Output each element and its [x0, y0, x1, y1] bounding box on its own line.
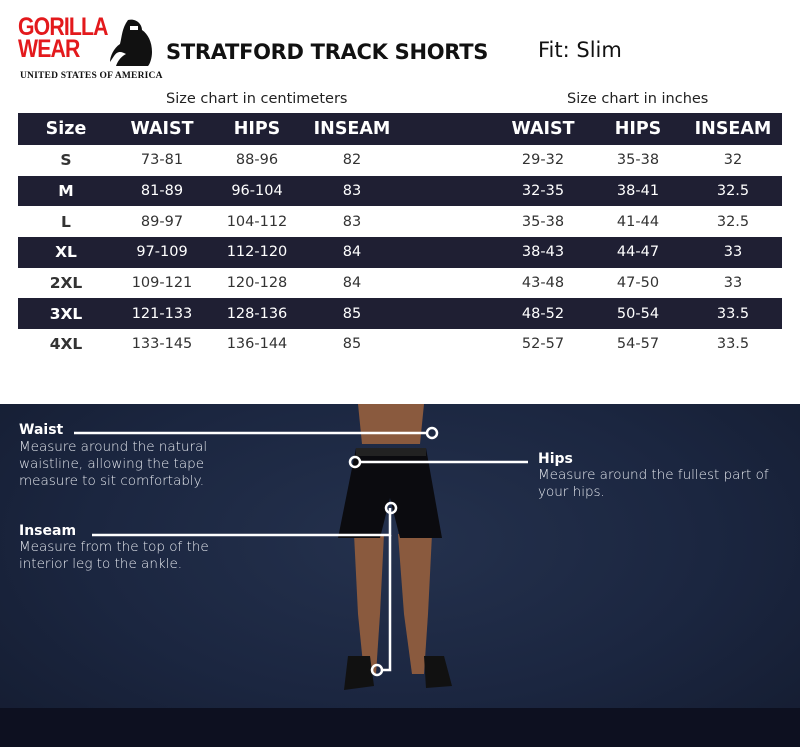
brand-logo: GORILLA WEAR	[18, 13, 158, 82]
shorts	[338, 448, 442, 538]
fit-label: Fit: Slim	[538, 38, 622, 62]
cell-inseam: 84	[342, 275, 362, 292]
cell-hips: 128-136	[226, 305, 288, 322]
page-title: STRATFORD TRACK SHORTS	[166, 40, 489, 64]
cell-waist-in: 38-43	[521, 244, 565, 261]
cell-size: M	[58, 182, 74, 201]
cell-inseam: 83	[342, 213, 362, 230]
cell-waist-in: 32-35	[521, 183, 565, 200]
logo-subtitle: UNITED STATES OF AMERICA	[20, 71, 163, 81]
cell-inseam-in: 33	[723, 275, 743, 292]
cell-inseam-in: 33.5	[716, 336, 750, 353]
cell-hips: 120-128	[226, 275, 288, 292]
cell-hips: HIPS	[233, 119, 281, 139]
cell-hips-in: 54-57	[616, 336, 660, 353]
table-header: Size WAIST HIPS INSEAM WAIST HIPS INSEAM	[18, 113, 782, 145]
cell-inseam-in: INSEAM	[694, 119, 772, 139]
shoes	[344, 656, 452, 690]
cell-waist: 133-145	[131, 336, 193, 353]
table-row: 4XL 133-145 136-144 85 52-57 54-57 33.5	[18, 329, 782, 360]
cell-hips-in: HIPS	[614, 119, 662, 139]
cell-hips-in: 47-50	[616, 275, 660, 292]
cell-hips: 104-112	[226, 213, 288, 230]
cell-inseam: 82	[342, 152, 362, 169]
gorilla-icon	[110, 19, 152, 66]
measure-lines	[74, 426, 528, 677]
table-row: M 81-89 96-104 83 32-35 38-41 32.5	[18, 175, 782, 207]
table-row: L 89-97 104-112 83 35-38 41-44 32.5	[18, 206, 782, 237]
cell-inseam: 85	[342, 336, 362, 353]
model-body	[354, 404, 432, 674]
cell-inseam: 85	[342, 305, 362, 322]
cell-size: 2XL	[49, 274, 83, 293]
cell-hips: 136-144	[226, 336, 288, 353]
cell-waist-in: 52-57	[521, 336, 565, 353]
hips-desc: Measure around the fullest part of your …	[538, 467, 769, 500]
inseam-desc: Measure from the top of the interior leg…	[19, 539, 209, 572]
cell-hips: 96-104	[231, 183, 283, 200]
cell-inseam: INSEAM	[313, 119, 391, 139]
size-table: Size WAIST HIPS INSEAM WAIST HIPS INSEAM S 73-81…	[18, 113, 782, 360]
cell-waist-in: 43-48	[521, 275, 565, 292]
logo-word-1: GORILLA	[18, 13, 109, 41]
cell-waist: 109-121	[131, 275, 193, 292]
cell-inseam: 83	[342, 183, 362, 200]
model-figure	[74, 404, 528, 690]
cell-waist-in: 48-52	[521, 305, 565, 322]
cell-size: S	[60, 151, 72, 170]
cell-hips-in: 50-54	[616, 305, 660, 322]
cell-waist: WAIST	[130, 119, 194, 139]
hips-label: Hips	[538, 451, 573, 467]
inch-caption: Size chart in inches	[567, 91, 709, 107]
cell-waist: 89-97	[140, 213, 184, 230]
cell-waist-in: 35-38	[521, 213, 565, 230]
cell-hips-in: 44-47	[616, 244, 660, 261]
cell-waist-in: 29-32	[521, 152, 565, 169]
cell-size: Size	[45, 119, 87, 139]
cell-size: XL	[55, 243, 77, 262]
cell-waist-in: WAIST	[511, 119, 575, 139]
measure-guide-panel: Waist Measure around the natural waistli…	[0, 404, 800, 747]
cell-hips: 88-96	[235, 152, 279, 169]
cell-hips: 112-120	[226, 244, 288, 261]
inseam-label: Inseam	[19, 523, 77, 539]
cell-inseam-in: 32.5	[716, 213, 750, 230]
cell-inseam-in: 32.5	[716, 183, 750, 200]
cell-hips-in: 38-41	[616, 183, 660, 200]
cell-size: 4XL	[49, 335, 83, 354]
cell-inseam-in: 33.5	[716, 305, 750, 322]
cell-inseam-in: 32	[723, 152, 743, 169]
table-row: S 73-81 88-96 82 29-32 35-38 32	[18, 145, 782, 176]
cell-inseam-in: 33	[723, 244, 743, 261]
cell-waist: 73-81	[140, 152, 184, 169]
footer-strip	[0, 708, 800, 747]
cell-hips-in: 41-44	[616, 213, 660, 230]
cell-size: L	[61, 212, 71, 231]
cell-size: 3XL	[49, 304, 83, 323]
logo-word-2: WEAR	[18, 35, 80, 63]
waist-desc: Measure around the natural waistline, al…	[19, 439, 208, 489]
cell-hips-in: 35-38	[616, 152, 660, 169]
table-row: XL 97-109 112-120 84 38-43 44-47 33	[18, 237, 782, 268]
cm-caption: Size chart in centimeters	[166, 91, 348, 107]
cell-waist: 121-133	[131, 305, 193, 322]
cell-inseam: 84	[342, 244, 362, 261]
table-row: 3XL 121-133 128-136 85 48-52 50-54 33.5	[18, 298, 782, 330]
waist-label: Waist	[19, 422, 64, 438]
table-row: 2XL 109-121 120-128 84 43-48 47-50 33	[18, 268, 782, 299]
cell-waist: 97-109	[136, 244, 188, 261]
cell-waist: 81-89	[140, 183, 184, 200]
